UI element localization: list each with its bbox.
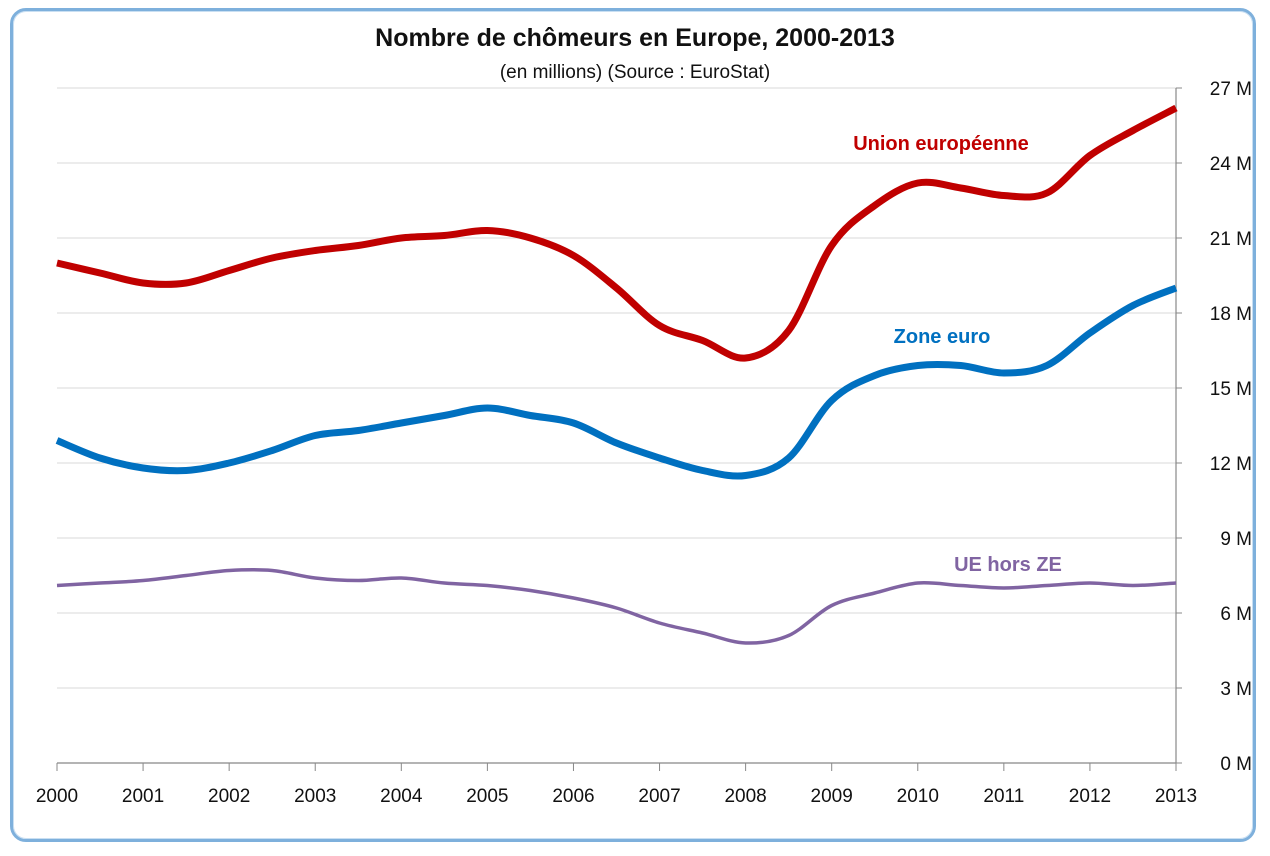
y-tick-label: 27 M: [1210, 79, 1252, 100]
series-label-union-europeenne: Union européenne: [853, 133, 1029, 155]
x-tick-label: 2003: [294, 786, 336, 807]
series-line-zone-euro: [55, 284, 1178, 480]
series-labels: Union européenne Zone euro UE hors ZE: [853, 133, 1062, 576]
series-line-ue-hors-ze: [56, 568, 1177, 645]
x-tick-label: 2004: [380, 786, 423, 807]
x-tick-label: 2011: [983, 786, 1024, 807]
chart-title: Nombre de chômeurs en Europe, 2000-2013: [375, 24, 895, 52]
y-tick-label: 3 M: [1220, 679, 1252, 700]
y-tick-label: 24 M: [1210, 154, 1252, 175]
x-tick-label: 2005: [466, 786, 508, 807]
x-tick-label: 2001: [122, 786, 164, 807]
x-tick-label: 2010: [897, 786, 939, 807]
y-tick-label: 18 M: [1210, 304, 1252, 325]
chart-frame: [10, 8, 1256, 842]
tick-labels: 0 M 3 M 6 M 9 M 12 M 15 M 18 M 21 M 24 M 27 M 2000…: [36, 79, 1252, 807]
gridlines: [57, 87, 1176, 689]
y-tick-label: 21 M: [1210, 229, 1252, 250]
series-lines: [55, 104, 1178, 645]
axes: [56, 87, 1182, 771]
series-label-ue-hors-ze: UE hors ZE: [954, 554, 1062, 576]
series-line-union-europeenne: [56, 104, 1178, 362]
chart-subtitle: (en millions) (Source : EuroStat): [499, 62, 771, 83]
x-tick-label: 2008: [724, 786, 766, 807]
y-tick-label: 12 M: [1210, 454, 1252, 475]
y-tick-label: 15 M: [1210, 379, 1252, 400]
x-tick-label: 2013: [1155, 786, 1197, 807]
x-tick-label: 2002: [208, 786, 250, 807]
y-tick-label: 6 M: [1220, 604, 1252, 625]
x-tick-label: 2000: [36, 786, 78, 807]
x-tick-label: 2007: [638, 786, 680, 807]
series-label-zone-euro: Zone euro: [894, 326, 991, 348]
y-tick-label: 9 M: [1220, 529, 1252, 550]
x-tick-label: 2009: [811, 786, 853, 807]
y-tick-label: 0 M: [1220, 754, 1252, 775]
x-tick-label: 2006: [552, 786, 594, 807]
x-tick-label: 2012: [1069, 786, 1111, 807]
